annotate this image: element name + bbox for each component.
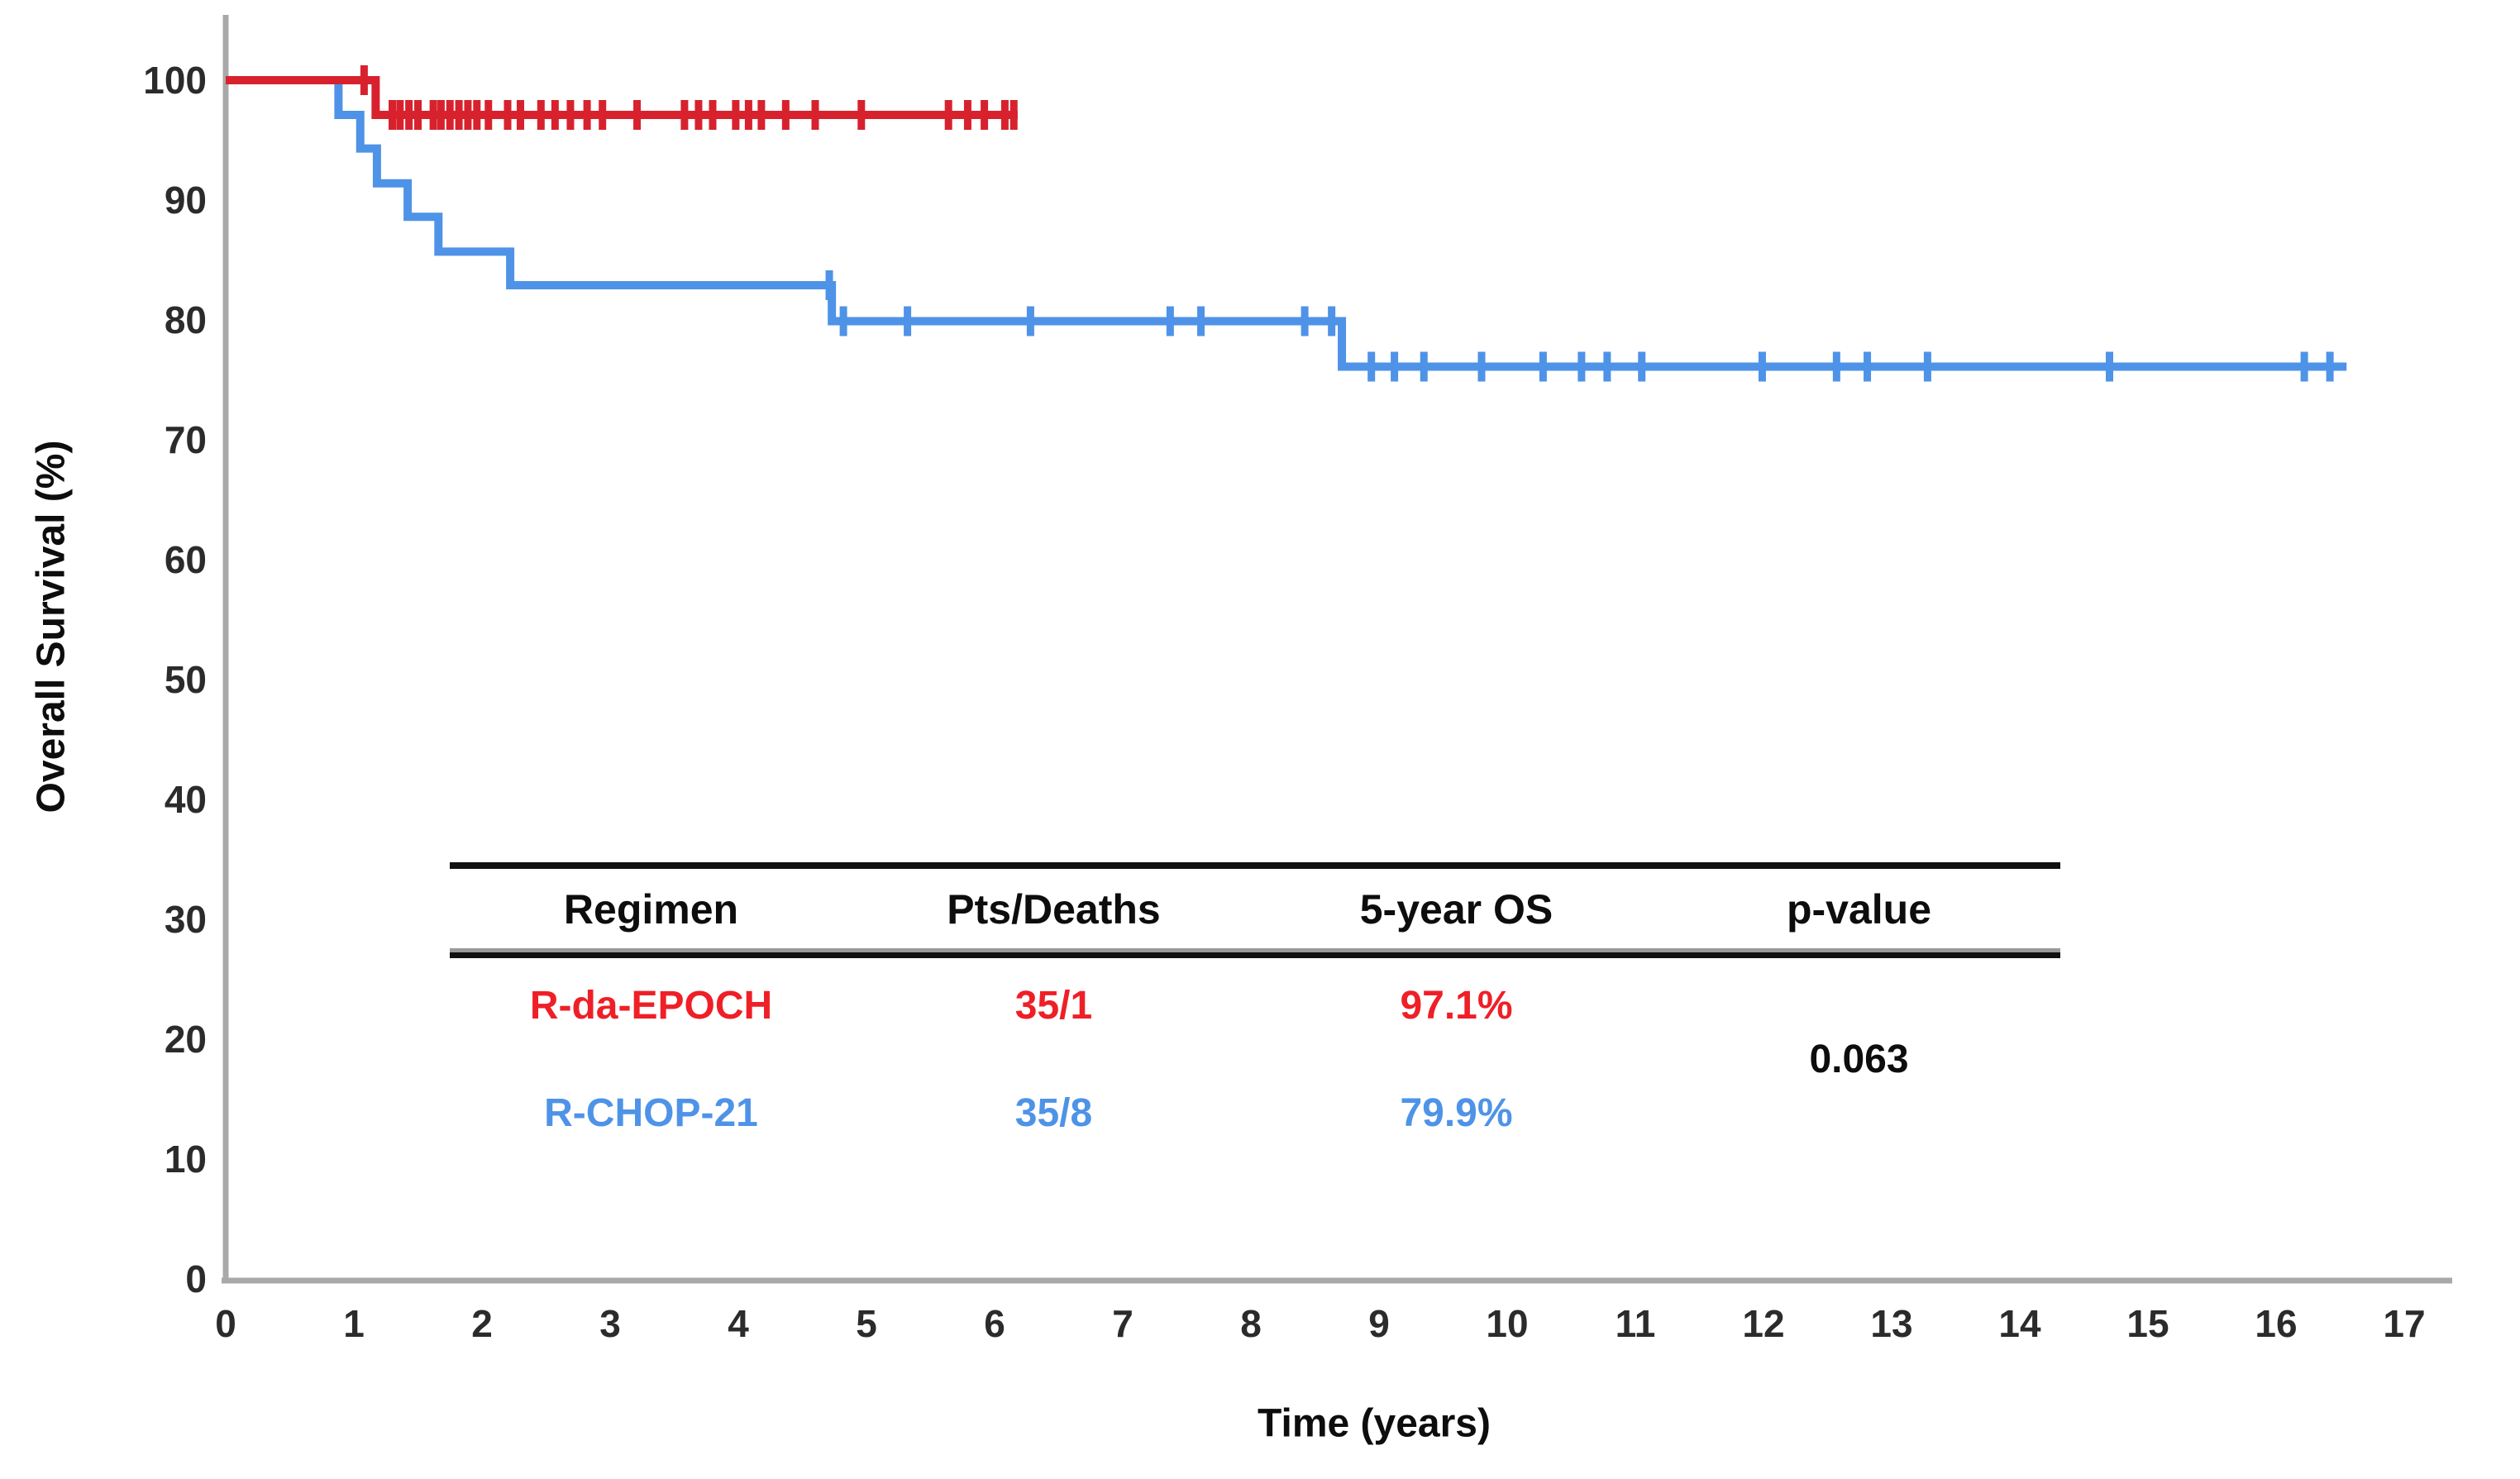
x-tick-label-17: 17 bbox=[2383, 1302, 2426, 1345]
table-header-rule-gray bbox=[450, 948, 2060, 952]
x-tick-label-1: 1 bbox=[343, 1302, 365, 1345]
x-tick-label-0: 0 bbox=[215, 1302, 236, 1345]
y-tick-label-50: 50 bbox=[164, 658, 207, 701]
y-tick-label-90: 90 bbox=[164, 179, 207, 222]
x-tick-label-7: 7 bbox=[1112, 1302, 1134, 1345]
table-header-5-year-os: 5-year OS bbox=[1359, 886, 1554, 933]
x-tick-label-2: 2 bbox=[471, 1302, 493, 1345]
x-tick-label-3: 3 bbox=[599, 1302, 621, 1345]
y-tick-label-40: 40 bbox=[164, 778, 207, 821]
table-top-rule bbox=[450, 862, 2060, 869]
x-tick-label-6: 6 bbox=[984, 1302, 1005, 1345]
y-tick-label-60: 60 bbox=[164, 538, 207, 581]
table-cell-5-year-os-r-chop-21: 79.9% bbox=[1400, 1090, 1513, 1135]
table-cell-p-value: 0.063 bbox=[1809, 1037, 1909, 1081]
x-tick-label-10: 10 bbox=[1486, 1302, 1529, 1345]
x-tick-label-15: 15 bbox=[2126, 1302, 2169, 1345]
table-cell-regimen-r-da-epoch: R-da-EPOCH bbox=[529, 983, 773, 1028]
y-tick-label-0: 0 bbox=[185, 1257, 207, 1300]
y-tick-label-80: 80 bbox=[164, 298, 207, 341]
y-tick-label-30: 30 bbox=[164, 898, 207, 941]
x-tick-label-16: 16 bbox=[2255, 1302, 2298, 1345]
inset-stats-table: Regimen Pts/Deaths 5-year OS p-value R-d… bbox=[450, 862, 2060, 1152]
x-tick-label-5: 5 bbox=[856, 1302, 877, 1345]
x-tick-label-12: 12 bbox=[1742, 1302, 1785, 1345]
x-tick-label-9: 9 bbox=[1368, 1302, 1390, 1345]
table-cell-pts-deaths-r-da-epoch: 35/1 bbox=[1014, 983, 1093, 1028]
table-header-regimen: Regimen bbox=[563, 886, 739, 933]
table-cell-regimen-r-chop-21: R-CHOP-21 bbox=[544, 1090, 758, 1135]
x-axis-title: Time (years) bbox=[1258, 1401, 1491, 1446]
y-tick-label-10: 10 bbox=[164, 1138, 207, 1181]
x-tick-label-8: 8 bbox=[1240, 1302, 1262, 1345]
y-tick-label-70: 70 bbox=[164, 418, 207, 461]
y-tick-label-100: 100 bbox=[143, 59, 207, 102]
table-cell-pts-deaths-r-chop-21: 35/8 bbox=[1014, 1090, 1093, 1135]
x-tick-label-4: 4 bbox=[728, 1302, 749, 1345]
y-axis-title: Overall Survival (%) bbox=[29, 440, 74, 813]
km-curve-r-chop-21 bbox=[226, 76, 2347, 371]
table-cell-5-year-os-r-da-epoch: 97.1% bbox=[1400, 983, 1513, 1028]
table-header-rule-black bbox=[450, 952, 2060, 958]
y-tick-label-20: 20 bbox=[164, 1018, 207, 1061]
x-tick-label-14: 14 bbox=[1998, 1302, 2041, 1345]
table-header-p-value: p-value bbox=[1786, 886, 1932, 933]
x-tick-label-13: 13 bbox=[1870, 1302, 1913, 1345]
km-curve-r-da-epoch bbox=[226, 76, 1018, 120]
x-tick-label-11: 11 bbox=[1615, 1302, 1656, 1345]
table-header-pts-deaths: Pts/Deaths bbox=[947, 886, 1161, 933]
